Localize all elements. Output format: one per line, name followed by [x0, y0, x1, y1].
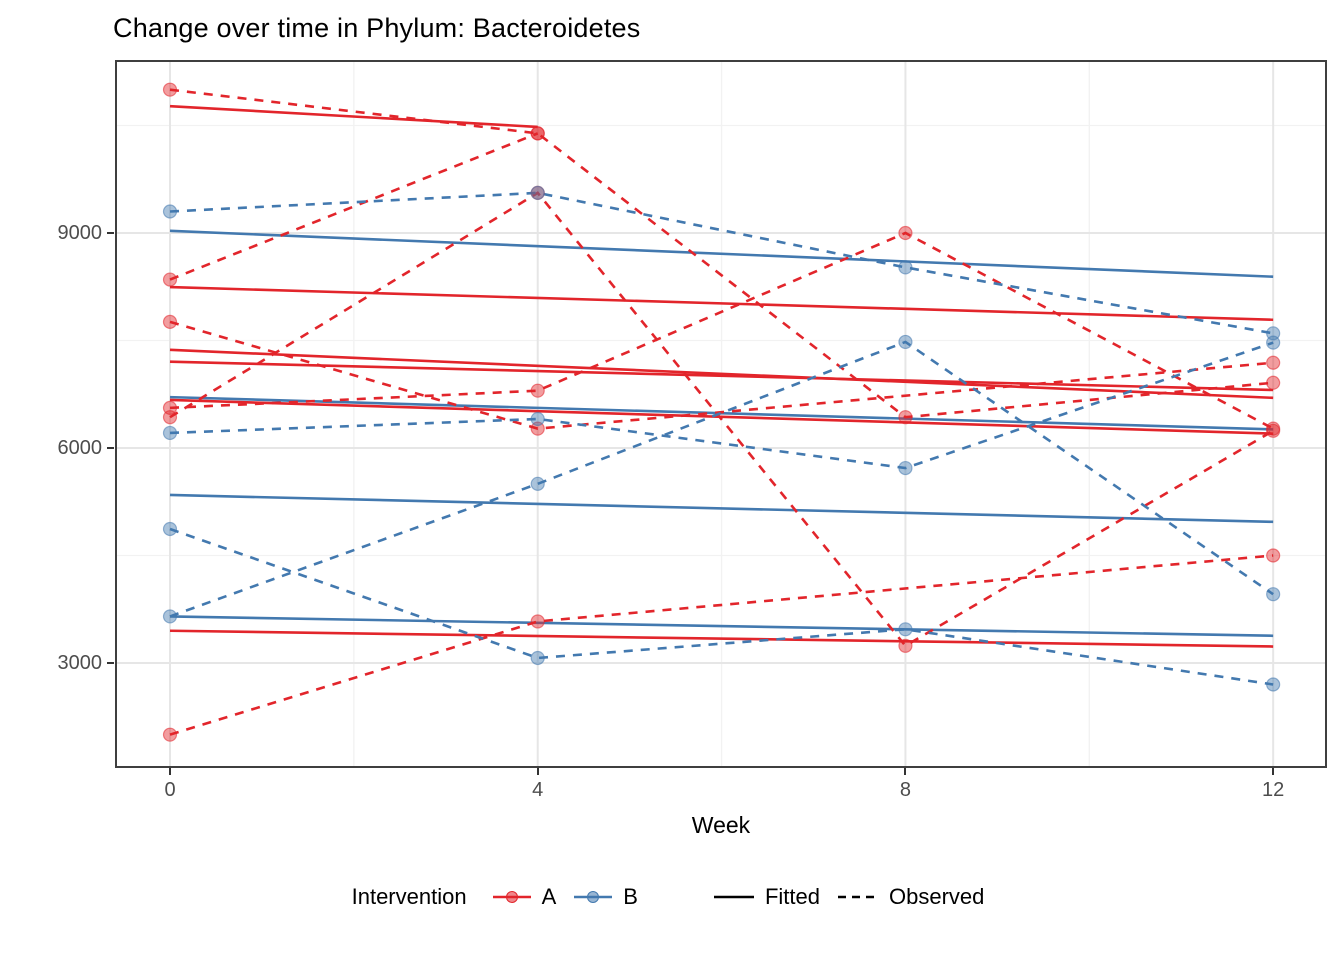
x-tick-label: 8	[899, 779, 911, 801]
x-tick-label: 0	[164, 779, 176, 801]
red-line-dot-icon	[492, 891, 531, 903]
plot-area-svg	[117, 62, 1325, 766]
y-tick-mark	[107, 447, 114, 449]
x-tick-mark	[536, 768, 539, 775]
legend-title: Intervention	[351, 884, 467, 909]
legend-label-b: B	[623, 884, 638, 909]
legend-label-fitted: Fitted	[764, 884, 820, 909]
legend-label-observed: Observed	[888, 884, 985, 909]
x-tick-label: 12	[1262, 779, 1285, 801]
blue-line-dot-icon	[574, 891, 613, 903]
plot-panel	[115, 60, 1327, 768]
legend-key-fitted: Fitted	[712, 884, 820, 910]
legend-key-group-a: A	[491, 884, 557, 910]
y-tick-label: 3000	[57, 652, 103, 674]
chart-title: Change over time in Phylum: Bacteroidete…	[113, 13, 641, 43]
legend: Intervention A B Fitted	[0, 884, 1344, 910]
legend-key-group-b: B	[572, 884, 638, 910]
x-tick-mark	[904, 768, 907, 775]
x-axis-title: Week	[691, 812, 751, 838]
legend-label-a: A	[541, 884, 557, 909]
x-tick-label: 4	[532, 779, 544, 801]
legend-key-observed: Observed	[836, 884, 984, 910]
y-tick-mark	[107, 232, 114, 234]
x-tick-mark	[169, 768, 171, 775]
y-tick-label: 9000	[57, 222, 103, 244]
dashed-line-icon	[837, 895, 878, 899]
y-tick-mark	[107, 662, 114, 664]
solid-line-icon	[713, 895, 754, 899]
y-tick-label: 6000	[57, 437, 103, 459]
x-tick-mark	[1272, 768, 1275, 775]
